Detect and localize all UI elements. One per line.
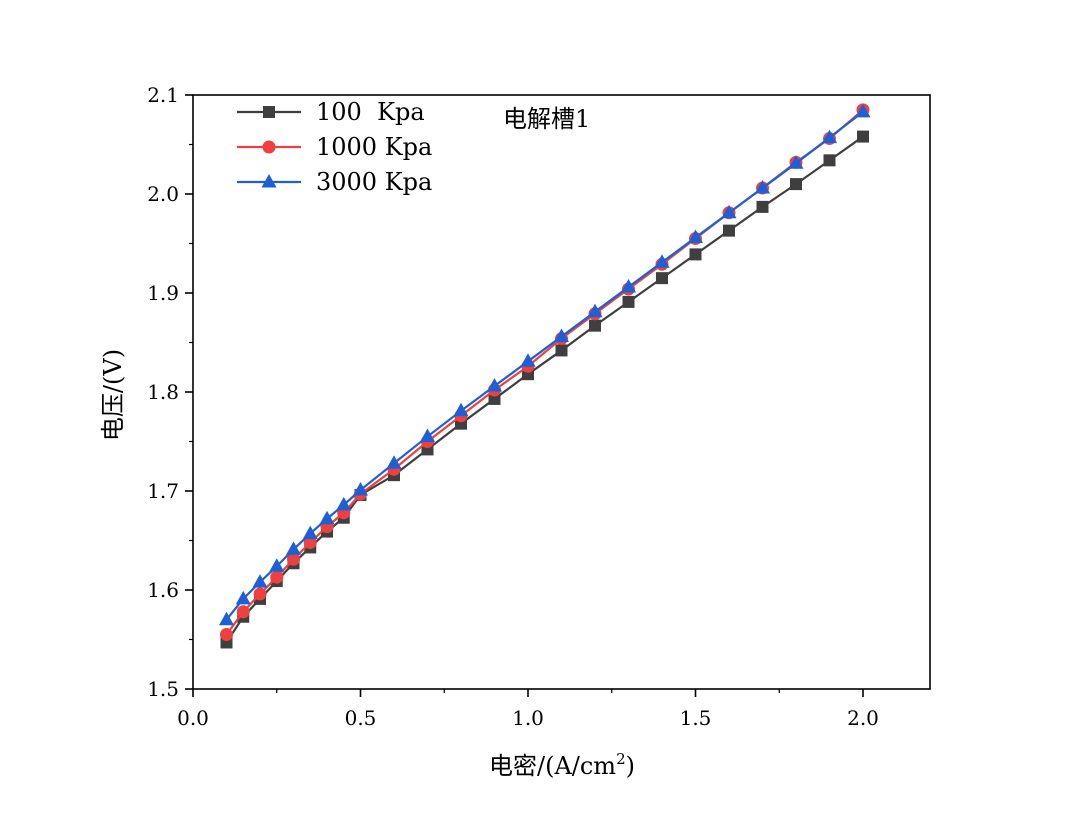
data-point bbox=[755, 180, 770, 194]
data-point bbox=[689, 248, 702, 261]
data-point bbox=[520, 353, 536, 367]
data-point bbox=[488, 392, 501, 405]
data-point bbox=[236, 605, 250, 619]
series-1 bbox=[220, 130, 869, 649]
data-point bbox=[302, 525, 318, 540]
data-point bbox=[269, 558, 285, 572]
x-axis-title-close: ) bbox=[626, 752, 635, 780]
legend-swatch-marker bbox=[261, 174, 277, 188]
legend-label: 100 Kpa bbox=[316, 98, 425, 126]
series-layer bbox=[219, 103, 871, 649]
data-point bbox=[303, 535, 317, 549]
data-point bbox=[790, 178, 802, 191]
x-axis-title-superscript: 2 bbox=[616, 750, 626, 768]
data-point bbox=[270, 570, 284, 584]
data-point bbox=[336, 496, 352, 511]
y-tick-label: 1.9 bbox=[147, 281, 179, 305]
x-tick-label: 0.0 bbox=[177, 706, 209, 730]
data-point bbox=[420, 428, 435, 443]
data-point bbox=[723, 224, 735, 237]
data-point bbox=[589, 319, 601, 332]
data-point bbox=[555, 344, 568, 357]
data-point bbox=[386, 455, 402, 469]
data-point bbox=[235, 590, 251, 605]
legend-item: 100 Kpa bbox=[237, 98, 425, 126]
data-point bbox=[252, 574, 268, 588]
chart-annotation: 电解槽1 bbox=[503, 105, 590, 133]
legend-swatch-marker bbox=[263, 106, 275, 118]
legend-item: 3000 Kpa bbox=[237, 168, 432, 196]
y-tick-label: 1.7 bbox=[147, 479, 179, 503]
data-point bbox=[253, 587, 267, 601]
data-point bbox=[823, 154, 836, 167]
data-point bbox=[219, 611, 234, 626]
series-3 bbox=[219, 103, 871, 626]
data-point bbox=[287, 552, 300, 566]
data-point bbox=[756, 200, 769, 213]
legend-label: 1000 Kpa bbox=[316, 133, 432, 161]
data-point bbox=[220, 628, 233, 642]
y-tick-label: 2.1 bbox=[147, 83, 179, 107]
data-point bbox=[622, 295, 635, 308]
data-point bbox=[822, 129, 837, 144]
legend: 100 Kpa 1000 Kpa 3000 Kpa bbox=[237, 98, 432, 196]
y-tick-label: 1.5 bbox=[147, 677, 179, 701]
x-tick-label: 2.0 bbox=[847, 706, 879, 730]
x-tick-label: 1.0 bbox=[512, 706, 544, 730]
x-axis-title: 电密/(A/cm2) bbox=[489, 750, 635, 780]
x-axis: 0.0 0.5 1.0 1.5 2.0 bbox=[177, 689, 879, 730]
data-point bbox=[286, 541, 301, 555]
data-point bbox=[857, 130, 869, 143]
data-point bbox=[855, 103, 871, 118]
data-point bbox=[353, 482, 368, 496]
y-tick-label: 1.8 bbox=[147, 380, 179, 404]
data-point bbox=[688, 229, 703, 244]
data-point bbox=[656, 272, 668, 285]
y-axis-title: 电压/(V) bbox=[99, 349, 127, 441]
y-axis: 1.5 1.6 1.7 1.8 1.9 2.0 2.1 bbox=[147, 83, 193, 701]
y-tick-label: 1.6 bbox=[147, 578, 179, 602]
data-point bbox=[554, 328, 569, 343]
data-point bbox=[487, 378, 502, 392]
legend-swatch-marker bbox=[262, 140, 276, 154]
plot-frame bbox=[192, 94, 931, 690]
data-point bbox=[453, 402, 469, 417]
y-tick-label: 2.0 bbox=[147, 182, 179, 206]
data-point bbox=[788, 155, 804, 169]
data-point bbox=[654, 254, 670, 268]
x-tick-label: 1.5 bbox=[680, 706, 712, 730]
data-point bbox=[587, 303, 603, 318]
data-point bbox=[319, 510, 335, 525]
legend-label: 3000 Kpa bbox=[316, 168, 432, 196]
data-point bbox=[721, 204, 737, 219]
data-point bbox=[621, 279, 636, 293]
x-axis-title-main: 电密/(A/cm bbox=[489, 752, 616, 780]
x-tick-label: 0.5 bbox=[345, 706, 377, 730]
legend-item: 1000 Kpa bbox=[237, 133, 432, 161]
